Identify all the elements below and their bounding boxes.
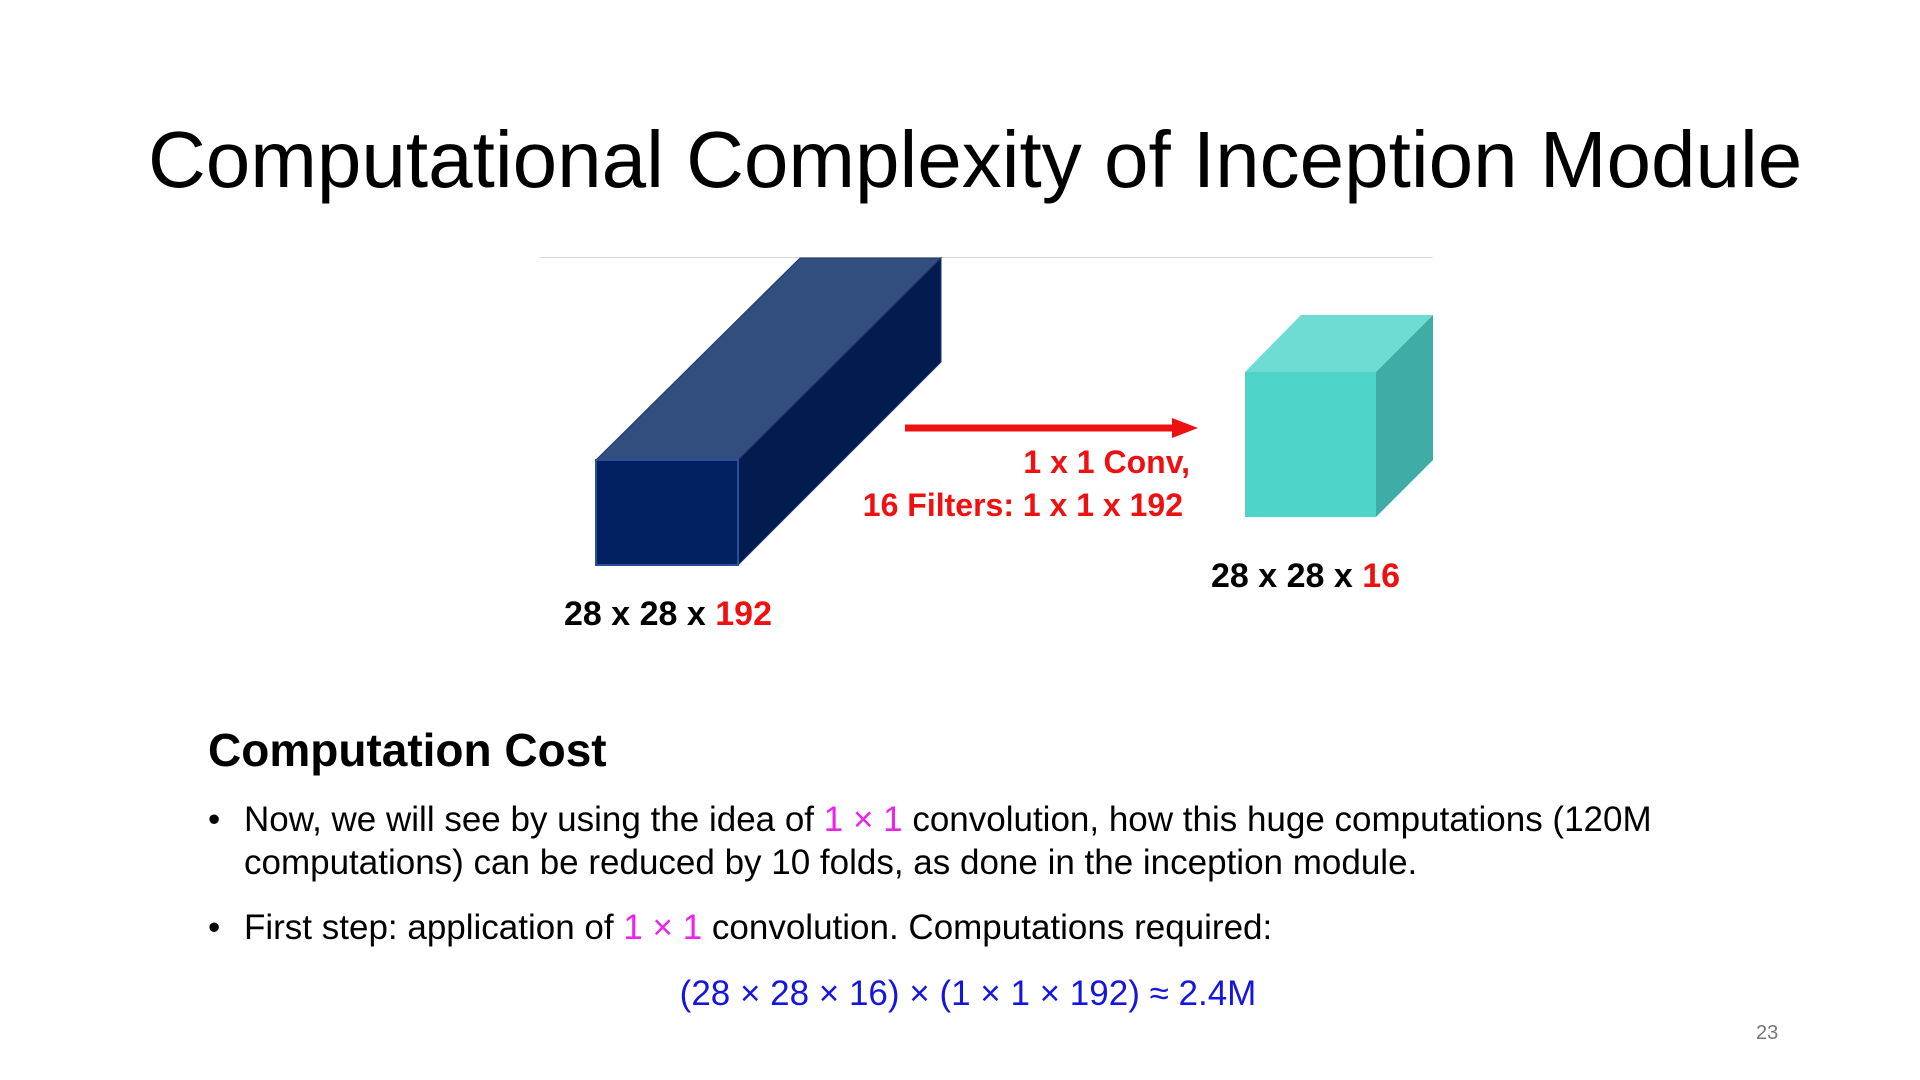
bullet-dot: • [208, 908, 221, 947]
bullet-text-before: Now, we will see by using the idea of [244, 800, 824, 839]
bullet-highlight: 1 × 1 [623, 908, 703, 947]
input-volume-front-face [595, 459, 739, 566]
bullet-highlight: 1 × 1 [823, 800, 903, 839]
bullet-text-after: convolution. Computations required: [702, 908, 1273, 947]
input-volume-depth: 192 [715, 595, 772, 633]
output-volume-label-prefix: 28 x 28 x [1211, 557, 1363, 595]
bullet-dot: • [208, 800, 221, 839]
output-volume-cube [1245, 315, 1433, 517]
conv-label-line2: 16 Filters: 1 x 1 x 192 [862, 487, 1183, 523]
input-volume-label-prefix: 28 x 28 x [564, 595, 716, 633]
computation-formula: (28 × 28 × 16) × (1 × 1 × 192) ≈ 2.4M [679, 974, 1257, 1013]
conv-arrow [905, 418, 1198, 438]
bullet-item: • Now, we will see by using the idea of 1… [208, 798, 1768, 884]
input-volume-prism [594, 256, 943, 567]
slide-title: Computational Complexity of Inception Mo… [148, 115, 1803, 204]
bullet-item: • First step: application of 1 × 1 convol… [208, 906, 1768, 949]
page-number: 23 [1756, 1022, 1779, 1044]
bullet-text-after: convolution, how this huge computations … [244, 800, 1652, 882]
arrow-head [1172, 418, 1198, 438]
output-volume-front-face [1245, 372, 1376, 517]
section-heading: Computation Cost [208, 724, 607, 776]
bullet-text-before: First step: application of [244, 908, 624, 947]
output-volume-side-face [1376, 315, 1433, 517]
input-volume-label: 28 x 28 x 192 [564, 594, 772, 634]
output-volume-top-face [1245, 315, 1433, 372]
output-volume-label: 28 x 28 x 16 [1211, 556, 1400, 596]
conv-label-line1: 1 x 1 Conv, [1023, 444, 1190, 480]
output-volume-depth: 16 [1362, 557, 1401, 595]
bullet-list: • Now, we will see by using the idea of 1… [208, 798, 1768, 971]
